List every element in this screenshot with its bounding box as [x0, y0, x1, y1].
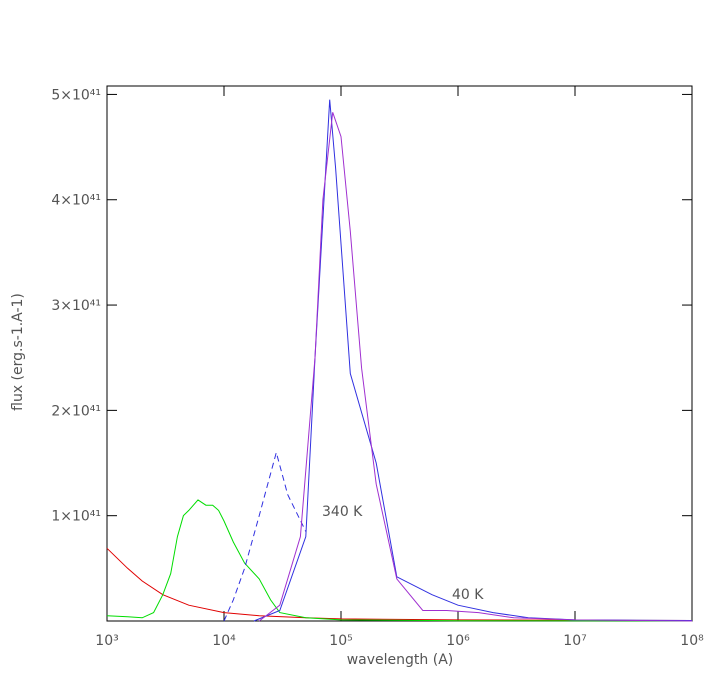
- plot-frame: [106, 85, 693, 622]
- annotation: 340 K: [322, 504, 363, 520]
- y-tick-label: 5×10⁴¹: [51, 87, 101, 103]
- x-tick-label: 10⁸: [680, 633, 704, 649]
- y-tick-label: 3×10⁴¹: [51, 298, 101, 314]
- x-tick-label: 10⁶: [446, 633, 470, 649]
- y-tick-label: 1×10⁴¹: [51, 509, 101, 525]
- y-tick-label: 4×10⁴¹: [51, 193, 101, 209]
- x-tick-label: 10⁴: [212, 633, 236, 649]
- x-axis-label: wavelength (A): [347, 652, 454, 668]
- series-line: [106, 499, 693, 622]
- series-line: [258, 112, 693, 622]
- series-line: [106, 547, 693, 621]
- series-line: [223, 450, 307, 622]
- y-tick-label: 2×10⁴¹: [51, 403, 101, 419]
- x-tick-label: 10⁷: [563, 633, 586, 649]
- x-tick-label: 10⁵: [329, 633, 352, 649]
- annotation: 40 K: [452, 587, 484, 603]
- series-line: [253, 99, 693, 622]
- y-axis-label: flux (erg.s-1.A-1): [10, 293, 26, 411]
- x-tick-label: 10³: [95, 633, 118, 649]
